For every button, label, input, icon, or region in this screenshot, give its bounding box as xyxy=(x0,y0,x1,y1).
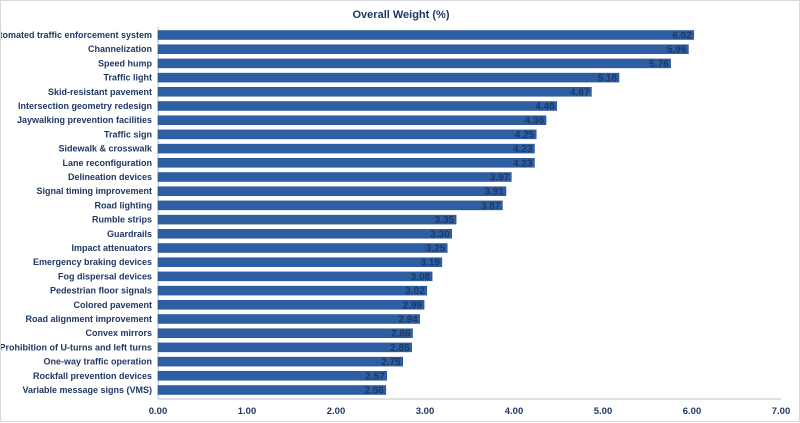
x-tick-label: 7.00 xyxy=(772,406,791,417)
bar xyxy=(157,342,412,353)
category-label: Skid-resistant pavement xyxy=(48,87,152,97)
bar xyxy=(157,243,448,253)
x-tick-label: 2.00 xyxy=(327,406,346,417)
bar xyxy=(157,385,387,395)
data-label: 3.19 xyxy=(420,258,440,269)
data-label: 4.87 xyxy=(570,87,590,98)
category-label: Guardrails xyxy=(107,229,152,239)
category-label: Impact attenuators xyxy=(71,243,152,253)
category-label: Prohibition of U-turns and left turns xyxy=(1,342,152,352)
bar xyxy=(157,314,420,324)
bar xyxy=(157,158,535,168)
bar xyxy=(157,285,428,296)
bar xyxy=(157,30,695,40)
bar xyxy=(157,129,537,140)
bar xyxy=(157,271,433,282)
x-tick-label: 6.00 xyxy=(683,406,702,417)
bar xyxy=(157,172,512,182)
data-label: 2.94 xyxy=(398,315,418,326)
x-tick-label: 4.00 xyxy=(505,406,524,417)
data-label: 4.25 xyxy=(515,130,535,141)
category-label: Variable message signs (VMS) xyxy=(22,385,152,395)
bar xyxy=(157,115,547,125)
bar xyxy=(157,87,592,97)
data-label: 4.23 xyxy=(513,158,533,169)
category-label: Automated traffic enforcement system xyxy=(1,30,152,40)
category-label: Delineation devices xyxy=(68,172,152,182)
bar xyxy=(157,200,503,211)
data-label: 4.36 xyxy=(525,116,545,127)
bar xyxy=(157,143,535,154)
data-label: 3.25 xyxy=(426,244,446,255)
category-label: Pedestrian floor signals xyxy=(50,286,152,296)
bar xyxy=(157,101,557,111)
bar xyxy=(157,72,620,83)
bar xyxy=(157,328,413,338)
bar xyxy=(157,58,671,69)
category-label: Sidewalk & crosswalk xyxy=(58,144,153,154)
data-label: 3.97 xyxy=(490,173,510,184)
data-label: 3.91 xyxy=(485,187,505,198)
bar xyxy=(157,371,387,381)
x-tick-label: 3.00 xyxy=(416,406,435,417)
category-label: Traffic sign xyxy=(104,129,152,139)
data-label: 5.18 xyxy=(598,73,618,84)
data-label: 2.86 xyxy=(391,329,411,340)
data-label: 4.23 xyxy=(513,144,533,155)
data-label: 3.30 xyxy=(430,229,450,240)
category-label: Speed hump xyxy=(98,58,153,68)
data-label: 6.02 xyxy=(672,31,692,42)
bar xyxy=(157,229,452,239)
data-label: 2.75 xyxy=(381,357,401,368)
data-label: 2.57 xyxy=(365,371,385,382)
bar xyxy=(157,44,689,54)
data-label: 2.56 xyxy=(364,386,384,397)
bar xyxy=(157,300,425,310)
category-label: Lane reconfiguration xyxy=(62,158,152,168)
data-label: 3.87 xyxy=(481,201,501,212)
x-tick-label: 1.00 xyxy=(238,406,257,417)
category-label: Channelization xyxy=(88,44,152,54)
category-label: Fog dispersal devices xyxy=(58,271,152,281)
data-label: 4.48 xyxy=(535,102,555,113)
data-label: 2.99 xyxy=(403,300,423,311)
category-label: Emergency braking devices xyxy=(33,257,152,267)
category-label: Road alignment improvement xyxy=(25,314,152,324)
chart-title: Overall Weight (%) xyxy=(352,9,450,21)
category-label: Signal timing improvement xyxy=(36,186,152,196)
x-tick-label: 0.00 xyxy=(149,406,168,417)
data-label: 2.85 xyxy=(390,343,410,354)
category-label: Traffic light xyxy=(103,73,152,83)
category-label: Rockfall prevention devices xyxy=(33,371,152,381)
category-label: Colored pavement xyxy=(73,300,152,310)
data-label: 5.96 xyxy=(667,45,687,56)
category-label: Intersection geometry redesign xyxy=(18,101,152,111)
category-label: Jaywalking prevention facilities xyxy=(17,115,152,125)
data-label: 5.76 xyxy=(649,59,669,70)
category-label: One-way traffic operation xyxy=(43,357,152,367)
bar xyxy=(157,214,457,225)
bar xyxy=(157,257,443,267)
bar xyxy=(157,186,507,196)
category-label: Convex mirrors xyxy=(85,328,152,338)
data-label: 3.08 xyxy=(411,272,431,283)
category-label: Rumble strips xyxy=(92,215,152,225)
x-tick-label: 5.00 xyxy=(594,406,613,417)
category-label: Road lighting xyxy=(95,200,153,210)
data-label: 3.02 xyxy=(405,286,425,297)
data-label: 3.35 xyxy=(435,215,455,226)
bar xyxy=(157,356,403,367)
